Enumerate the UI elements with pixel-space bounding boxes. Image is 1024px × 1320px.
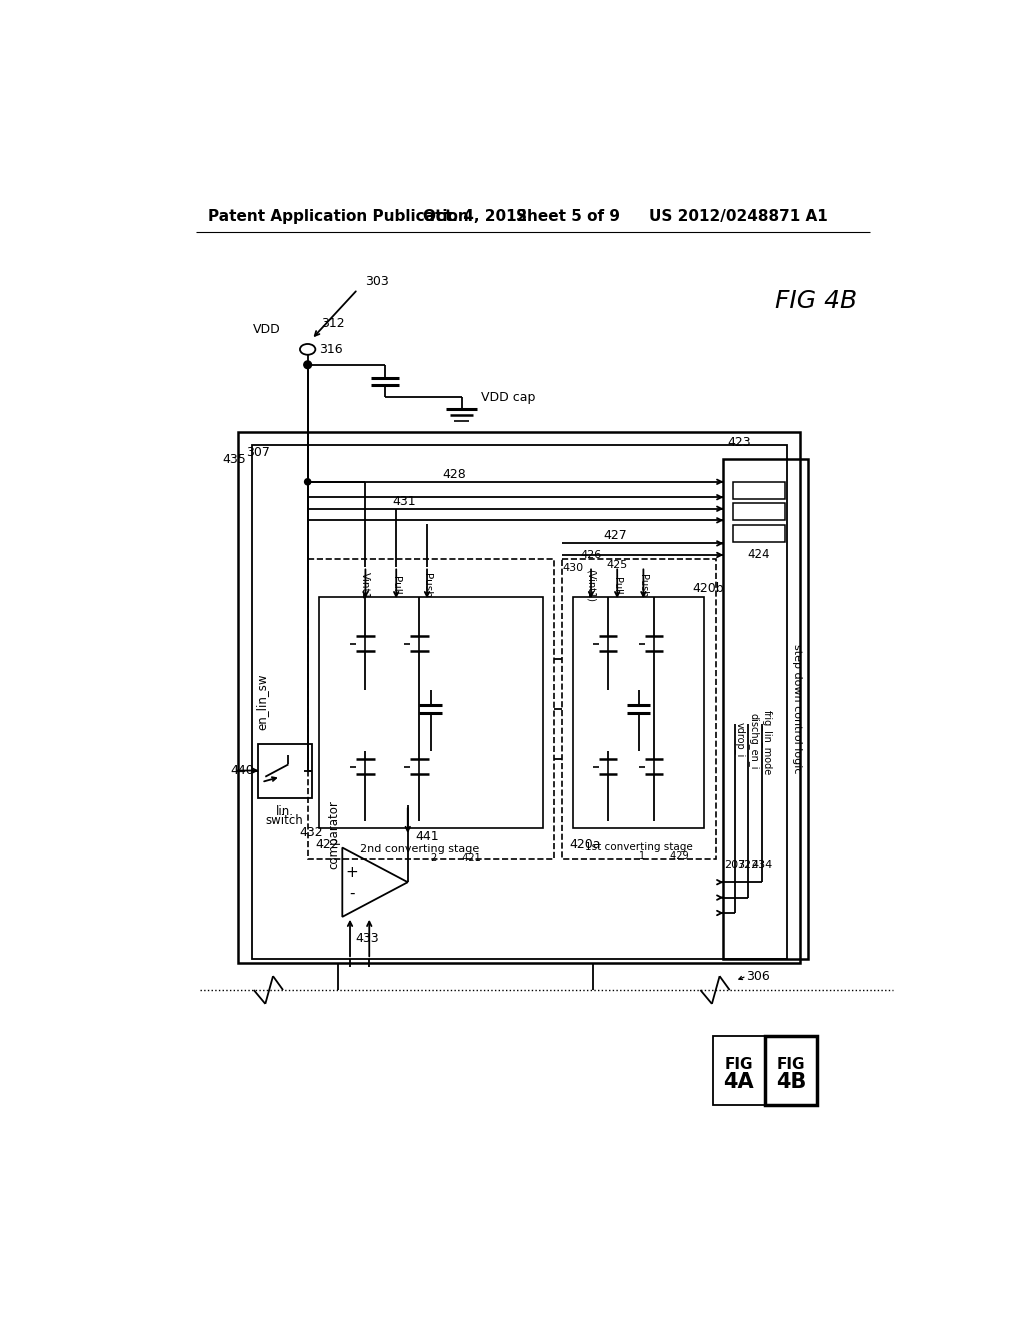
- Text: lin.: lin.: [275, 805, 294, 818]
- Text: +: +: [345, 866, 358, 880]
- Text: Push: Push: [422, 573, 432, 598]
- Bar: [307, 558, 554, 859]
- Text: -: -: [349, 886, 354, 902]
- Text: frig_lin_mode: frig_lin_mode: [762, 710, 773, 775]
- Bar: [724, 459, 808, 960]
- Bar: [733, 525, 785, 543]
- Text: 441: 441: [416, 829, 439, 842]
- Text: 322: 322: [737, 861, 759, 870]
- Text: 307: 307: [246, 446, 270, 458]
- Bar: [765, 1036, 817, 1105]
- Text: 428: 428: [442, 467, 466, 480]
- Text: 303: 303: [366, 275, 389, 288]
- Text: VDD cap: VDD cap: [481, 391, 536, 404]
- Text: Oct. 4, 2012: Oct. 4, 2012: [423, 209, 527, 223]
- Text: Pull: Pull: [612, 577, 623, 594]
- Text: 426: 426: [581, 550, 602, 560]
- Text: Push: Push: [638, 574, 648, 598]
- Text: comparator: comparator: [327, 800, 340, 869]
- Text: 432: 432: [299, 825, 323, 838]
- Text: Patent Application Publication: Patent Application Publication: [208, 209, 468, 223]
- Circle shape: [304, 360, 311, 368]
- Text: VDD: VDD: [253, 323, 281, 335]
- Text: 1        429: 1 429: [639, 851, 688, 862]
- Text: 420a: 420a: [569, 838, 601, 851]
- Text: 431: 431: [392, 495, 416, 508]
- Text: Sheet 5 of 9: Sheet 5 of 9: [516, 209, 620, 223]
- Text: 435: 435: [222, 453, 246, 466]
- Text: 312: 312: [322, 317, 345, 330]
- Text: 424: 424: [748, 548, 770, 561]
- Bar: [733, 482, 785, 499]
- Text: 420b: 420b: [692, 582, 724, 595]
- Bar: [239, 432, 801, 964]
- Text: switch: switch: [265, 814, 303, 828]
- Text: 1st converting stage: 1st converting stage: [585, 842, 692, 853]
- Text: 306: 306: [746, 970, 770, 982]
- Text: FIG: FIG: [725, 1057, 753, 1072]
- Bar: [562, 558, 716, 859]
- Text: 434: 434: [752, 861, 772, 870]
- Text: dischg_en_i: dischg_en_i: [749, 713, 759, 770]
- Text: FIG: FIG: [777, 1057, 806, 1072]
- Text: Vint1: Vint1: [360, 572, 371, 599]
- Circle shape: [304, 479, 310, 484]
- Ellipse shape: [300, 345, 315, 355]
- Text: US 2012/0248871 A1: US 2012/0248871 A1: [649, 209, 828, 223]
- Text: Pull: Pull: [391, 577, 401, 595]
- Text: step down control logic: step down control logic: [793, 644, 803, 774]
- Text: 427: 427: [604, 529, 628, 543]
- Text: 430: 430: [563, 564, 584, 573]
- Text: FIG 4B: FIG 4B: [775, 289, 857, 313]
- Text: 2nd converting stage: 2nd converting stage: [359, 843, 479, 854]
- Text: en_lin_sw: en_lin_sw: [255, 673, 268, 730]
- Bar: [258, 743, 311, 797]
- Text: vdrop_i: vdrop_i: [735, 722, 745, 758]
- Bar: [713, 1036, 765, 1105]
- Bar: [573, 597, 705, 829]
- Bar: [733, 503, 785, 520]
- Text: 440: 440: [230, 764, 254, 777]
- Text: 2        421: 2 421: [431, 853, 480, 863]
- Text: 423: 423: [727, 437, 751, 449]
- Text: 316: 316: [319, 343, 343, 356]
- Text: 433: 433: [355, 932, 379, 945]
- Text: 4A: 4A: [724, 1072, 754, 1093]
- Text: 425: 425: [606, 560, 628, 570]
- Text: 4B: 4B: [776, 1072, 807, 1093]
- Text: 207: 207: [724, 861, 745, 870]
- Text: (Vint1): (Vint1): [586, 569, 596, 602]
- Text: 422: 422: [315, 838, 339, 851]
- Bar: [252, 445, 787, 960]
- Bar: [319, 597, 543, 829]
